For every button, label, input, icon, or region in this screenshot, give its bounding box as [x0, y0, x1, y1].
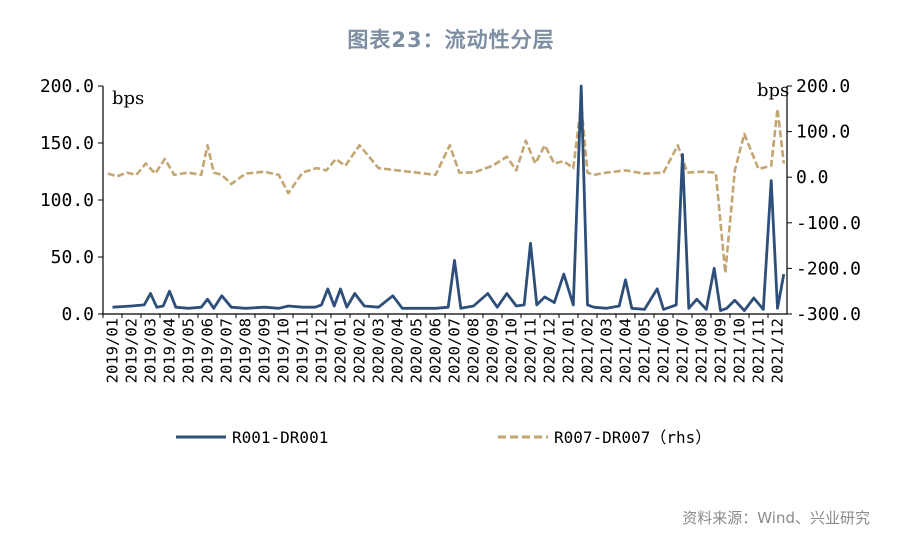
x-tick-label: 2019/11	[294, 318, 312, 383]
right-tick-label: 0.0	[796, 167, 829, 188]
right-tick-label: 100.0	[796, 122, 850, 143]
x-tick-label: 2021/09	[712, 318, 730, 383]
x-tick-label: 2020/07	[446, 318, 464, 383]
right-tick-label: 200.0	[796, 76, 850, 97]
series-line	[112, 84, 786, 312]
right-tick-label: -200.0	[796, 258, 861, 279]
x-tick-label: 2019/08	[237, 318, 255, 383]
x-tick-label: 2021/11	[750, 318, 768, 383]
x-tick-label: 2021/02	[579, 318, 597, 383]
x-tick-label: 2021/12	[769, 318, 787, 383]
series-r001-dr001	[112, 84, 786, 312]
x-tick-label: 2019/01	[104, 318, 122, 383]
x-tick-label: 2021/03	[598, 318, 616, 383]
x-tick-label: 2021/06	[655, 318, 673, 383]
x-tick-label: 2019/10	[275, 318, 293, 383]
x-tick-label: 2020/02	[351, 318, 369, 383]
x-tick-label: 2019/07	[218, 318, 236, 383]
x-tick-label: 2019/02	[123, 318, 141, 383]
right-tick-label: -300.0	[796, 304, 861, 325]
x-tick-label: 2021/05	[636, 318, 654, 383]
legend-label-r007: R007-DR007（rhs）	[554, 428, 711, 447]
left-tick-label: 0.0	[61, 304, 94, 325]
right-axis-unit: bps	[757, 80, 789, 101]
x-tick-label: 2020/08	[465, 318, 483, 383]
left-tick-label: 200.0	[40, 76, 94, 97]
source-note: 资料来源：Wind、兴业研究	[682, 509, 870, 527]
left-tick-label: 150.0	[40, 133, 94, 154]
x-tick-label: 2019/03	[142, 318, 160, 383]
left-tick-label: 50.0	[51, 247, 94, 268]
x-tick-label: 2021/10	[731, 318, 749, 383]
x-tick-label: 2020/03	[370, 318, 388, 383]
x-tick-label: 2019/06	[199, 318, 217, 383]
x-tick-label: 2019/09	[256, 318, 274, 383]
x-tick-label: 2021/07	[674, 318, 692, 383]
x-tick-label: 2020/01	[332, 318, 350, 383]
x-tick-label: 2020/04	[389, 318, 407, 383]
legend: R001-DR001 R007-DR007（rhs）	[176, 428, 711, 447]
x-tick-label: 2020/11	[522, 318, 540, 383]
x-tick-label: 2021/01	[560, 318, 578, 383]
x-tick-label: 2019/05	[180, 318, 198, 383]
x-tick-label: 2020/05	[408, 318, 426, 383]
x-tick-label: 2020/12	[541, 318, 559, 383]
x-tick-label: 2020/06	[427, 318, 445, 383]
x-tick-label: 2019/04	[161, 318, 179, 383]
x-tick-label: 2020/09	[484, 318, 502, 383]
chart-title: 图表23：流动性分层	[347, 28, 555, 52]
x-tick-label: 2021/04	[617, 318, 635, 383]
legend-label-r001: R001-DR001	[232, 428, 328, 447]
left-axis-unit: bps	[112, 88, 144, 109]
right-tick-label: -100.0	[796, 213, 861, 234]
x-tick-label: 2021/08	[693, 318, 711, 383]
x-tick-label: 2020/10	[503, 318, 521, 383]
left-tick-label: 100.0	[40, 190, 94, 211]
x-tick-label: 2019/12	[313, 318, 331, 383]
